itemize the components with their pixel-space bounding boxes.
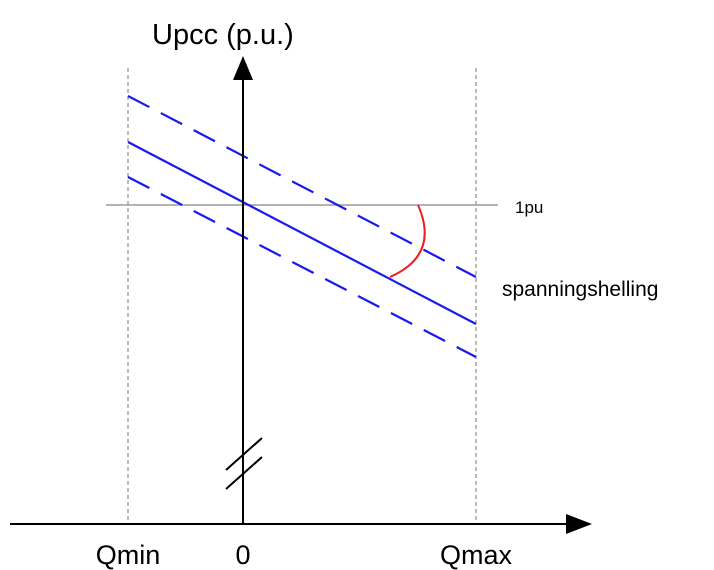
zero-label: 0 bbox=[235, 540, 250, 570]
y-axis-label: Upcc (p.u.) bbox=[152, 19, 294, 51]
upper-band-dashed-line bbox=[127, 95, 477, 278]
droop-characteristic-line bbox=[127, 141, 477, 325]
reference-1pu-label: 1pu bbox=[515, 198, 543, 217]
slope-angle-arc bbox=[389, 204, 426, 278]
axis-break-icon bbox=[225, 437, 263, 490]
lower-band-dashed-line bbox=[127, 176, 477, 358]
y-axis-arrowhead bbox=[233, 56, 253, 80]
slope-label: spanningshelling bbox=[502, 278, 658, 301]
qmax-label: Qmax bbox=[440, 540, 513, 570]
qmin-label: Qmin bbox=[96, 540, 161, 570]
x-axis-arrowhead bbox=[566, 514, 592, 534]
